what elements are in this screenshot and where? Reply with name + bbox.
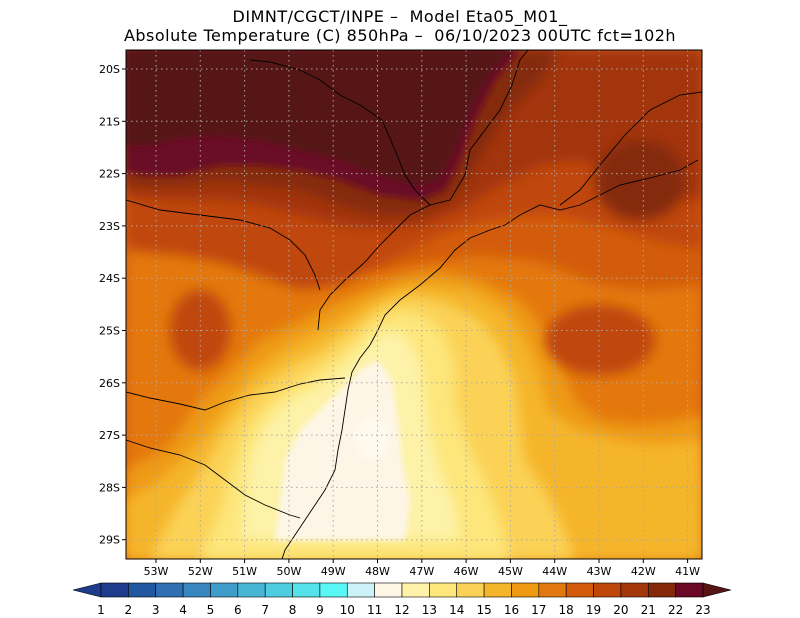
lon-tick-label: 44W <box>542 565 567 578</box>
colorbar-max-arrow <box>702 582 732 598</box>
colorbar-cell <box>429 582 458 598</box>
coastline-and-borders <box>126 50 702 559</box>
longitude-axis: 53W 52W 51W 50W 49W 48W 47W 46W 45W 44W 43W 42W 41W <box>144 559 700 578</box>
colorbar-label: 10 <box>340 603 355 617</box>
colorbar-cell <box>593 582 622 598</box>
lon-tick-label: 47W <box>409 565 434 578</box>
lat-tick-label: 24S <box>99 272 120 285</box>
lon-tick-label: 53W <box>144 565 169 578</box>
colorbar-label: 9 <box>316 603 324 617</box>
colorbar-cell <box>538 582 567 598</box>
lat-tick-label: 28S <box>99 481 120 494</box>
colorbar-cell <box>675 582 704 598</box>
colorbar-label: 11 <box>367 603 382 617</box>
colorbar-label: 6 <box>234 603 242 617</box>
lat-tick-label: 21S <box>99 115 120 128</box>
colorbar-cell <box>374 582 403 598</box>
colorbar-label: 2 <box>125 603 133 617</box>
colorbar-cell <box>620 582 649 598</box>
temperature-field <box>126 50 702 559</box>
lon-tick-label: 41W <box>675 565 700 578</box>
colorbar-label: 22 <box>668 603 683 617</box>
colorbar-label: 16 <box>504 603 519 617</box>
colorbar-label: 7 <box>261 603 269 617</box>
colorbar-label: 5 <box>207 603 215 617</box>
colorbar-cell <box>511 582 540 598</box>
colorbar-label: 3 <box>152 603 160 617</box>
colorbar-cell <box>346 582 375 598</box>
lon-tick-label: 51W <box>232 565 257 578</box>
colorbar-cell <box>319 582 348 598</box>
lon-tick-label: 52W <box>188 565 213 578</box>
colorbar-cell <box>128 582 157 598</box>
latitude-axis: 20S 21S 22S 23S 24S 25S 26S 27S 28S 29S <box>99 63 126 547</box>
colorbar-min-arrow <box>72 582 102 598</box>
colorbar-cell <box>182 582 211 598</box>
map-frame <box>125 49 703 560</box>
colorbar-cell <box>100 582 129 598</box>
lat-tick-label: 23S <box>99 220 120 233</box>
colorbar-label: 1 <box>97 603 105 617</box>
lon-tick-label: 49W <box>321 565 346 578</box>
colorbar-label: 23 <box>695 603 710 617</box>
colorbar-cell <box>292 582 321 598</box>
graticule <box>126 50 702 559</box>
colorbar: 1 2 3 4 5 6 7 8 9 10 11 12 13 14 15 16 17 18 19 20 21 22 23 <box>72 582 732 617</box>
lon-tick-label: 46W <box>454 565 479 578</box>
colorbar-cell <box>565 582 594 598</box>
colorbar-cell <box>237 582 266 598</box>
lat-tick-label: 20S <box>99 63 120 76</box>
lat-tick-label: 26S <box>99 377 120 390</box>
colorbar-cell <box>647 582 676 598</box>
colorbar-cell <box>264 582 293 598</box>
colorbar-label: 14 <box>449 603 464 617</box>
lat-tick-label: 29S <box>99 534 120 547</box>
lat-tick-label: 22S <box>99 168 120 181</box>
colorbar-cell <box>401 582 430 598</box>
colorbar-cell <box>155 582 184 598</box>
colorbar-label: 20 <box>613 603 628 617</box>
colorbar-label: 4 <box>179 603 187 617</box>
colorbar-cell <box>483 582 512 598</box>
colorbar-label: 19 <box>586 603 601 617</box>
chart-title-line-2: Absolute Temperature (C) 850hPa – 06/10/… <box>123 26 677 45</box>
colorbar-label: 17 <box>531 603 546 617</box>
colorbar-label: 8 <box>289 603 297 617</box>
colorbar-label: 18 <box>559 603 574 617</box>
colorbar-label: 13 <box>422 603 437 617</box>
colorbar-label: 21 <box>641 603 656 617</box>
colorbar-cell <box>456 582 485 598</box>
lon-tick-label: 50W <box>276 565 301 578</box>
colorbar-label: 12 <box>394 603 409 617</box>
lat-tick-label: 25S <box>99 325 120 338</box>
lon-tick-label: 45W <box>498 565 523 578</box>
lat-tick-label: 27S <box>99 429 120 442</box>
colorbar-cell <box>210 582 239 598</box>
lon-tick-label: 43W <box>587 565 612 578</box>
colorbar-label: 15 <box>476 603 491 617</box>
lon-tick-label: 48W <box>365 565 390 578</box>
chart-title-line-1: DIMNT/CGCT/INPE – Model Eta05_M01_ <box>232 7 568 26</box>
lon-tick-label: 42W <box>631 565 656 578</box>
